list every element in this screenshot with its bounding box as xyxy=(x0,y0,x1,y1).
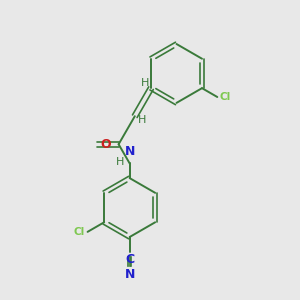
Text: O: O xyxy=(100,138,111,151)
Text: C: C xyxy=(125,253,134,266)
Text: N: N xyxy=(124,268,135,281)
Text: Cl: Cl xyxy=(74,227,85,237)
Text: H: H xyxy=(138,115,146,125)
Text: N: N xyxy=(124,145,135,158)
Text: H: H xyxy=(141,79,150,88)
Text: H: H xyxy=(116,157,124,167)
Text: Cl: Cl xyxy=(219,92,231,102)
